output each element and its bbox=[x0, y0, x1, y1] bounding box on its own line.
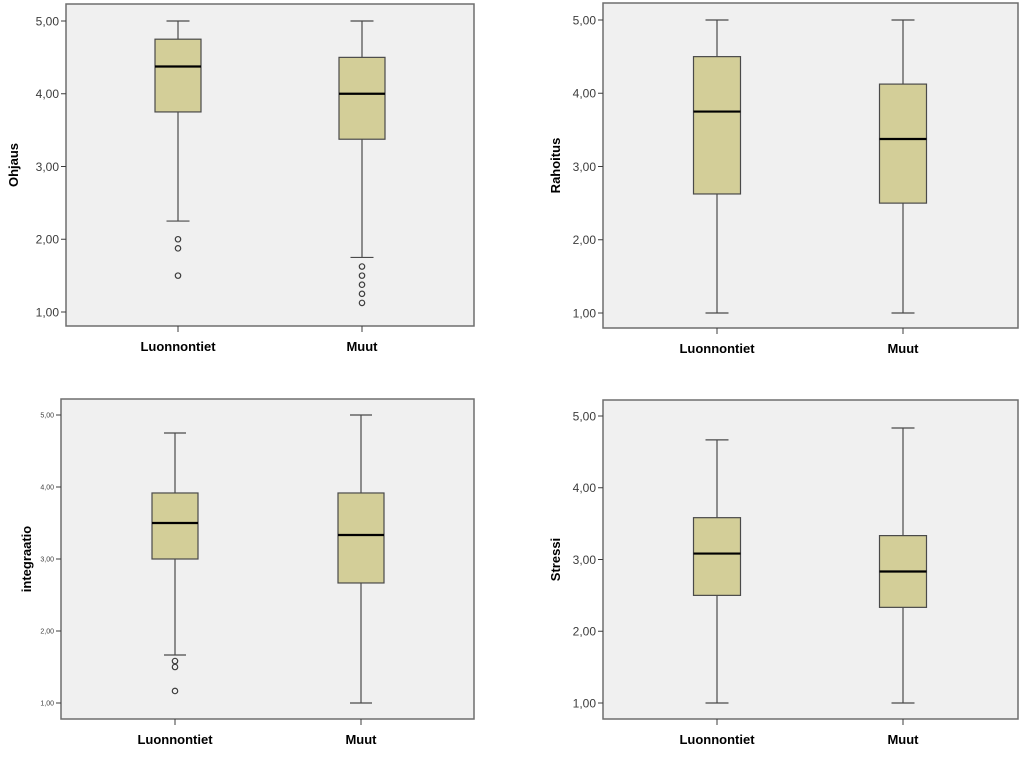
y-tick-label: 4,00 bbox=[573, 87, 597, 101]
x-tick-label: Luonnontiet bbox=[679, 732, 755, 747]
plot-area bbox=[602, 2, 1019, 329]
plot-area bbox=[65, 3, 475, 327]
y-tick-label: 1,00 bbox=[36, 305, 60, 319]
box-muut: Muut bbox=[878, 19, 928, 356]
iqr-box bbox=[692, 56, 742, 195]
y-tick-label: 3,00 bbox=[40, 557, 54, 564]
y-tick-label: 4,00 bbox=[40, 485, 54, 492]
boxplot-rahoitus: 1,00 2,00 3,00 4,00 5,00 Rahoitus Luonnontiet M… bbox=[548, 2, 1019, 356]
y-axis-label: Rahoitus bbox=[548, 138, 563, 194]
boxplot-integraatio: 1,00 2,00 3,00 4,00 5,00 integraatio Luonnonti… bbox=[19, 398, 475, 747]
iqr-box bbox=[878, 83, 928, 204]
outlier-point bbox=[174, 235, 182, 243]
x-tick-label: Luonnontiet bbox=[140, 339, 216, 354]
y-tick-label: 5,00 bbox=[573, 409, 597, 423]
y-tick-label: 3,00 bbox=[573, 160, 597, 174]
boxplot-stressi: 1,00 2,00 3,00 4,00 5,00 Stressi Luonnontiet Mu… bbox=[548, 399, 1019, 747]
x-tick-label: Muut bbox=[887, 341, 919, 356]
box-luonnontiet: Luonnontiet bbox=[137, 432, 213, 747]
y-tick-label: 4,00 bbox=[573, 481, 597, 495]
y-tick-label: 5,00 bbox=[36, 14, 60, 28]
x-tick-label: Muut bbox=[345, 732, 377, 747]
outlier-point bbox=[358, 299, 366, 307]
box-luonnontiet: Luonnontiet bbox=[679, 19, 755, 356]
outlier-point bbox=[358, 290, 366, 298]
y-axis-label: Ohjaus bbox=[6, 143, 21, 187]
box-muut: Muut bbox=[878, 427, 928, 747]
outlier-point bbox=[174, 245, 182, 252]
box-luonnontiet: Luonnontiet bbox=[140, 20, 216, 354]
boxplot-ohjaus: 1,00 2,00 3,00 4,00 5,00 Ohjaus Luonnontiet Muu… bbox=[6, 3, 475, 354]
iqr-box bbox=[337, 492, 385, 584]
outlier-point bbox=[358, 272, 366, 279]
box-muut: Muut bbox=[337, 414, 385, 747]
y-tick-label: 2,00 bbox=[573, 625, 597, 639]
plot-area bbox=[602, 399, 1019, 720]
iqr-box bbox=[154, 38, 202, 113]
plot-area bbox=[60, 398, 475, 720]
y-tick-label: 3,00 bbox=[573, 553, 597, 567]
outlier-point bbox=[171, 663, 179, 671]
y-tick-label: 2,00 bbox=[40, 629, 54, 636]
y-tick-label: 2,00 bbox=[36, 233, 60, 247]
iqr-box bbox=[692, 517, 742, 596]
iqr-box bbox=[151, 492, 199, 560]
iqr-box bbox=[338, 56, 386, 140]
outlier-point bbox=[171, 687, 179, 695]
y-tick-label: 4,00 bbox=[36, 87, 60, 101]
outlier-point bbox=[358, 281, 366, 289]
y-axis-label: integraatio bbox=[19, 526, 34, 593]
x-tick-label: Muut bbox=[887, 732, 919, 747]
y-tick-label: 1,00 bbox=[40, 701, 54, 708]
y-tick-label: 3,00 bbox=[36, 160, 60, 174]
y-tick-label: 2,00 bbox=[573, 233, 597, 247]
y-tick-label: 5,00 bbox=[573, 13, 597, 27]
x-tick-label: Muut bbox=[346, 339, 378, 354]
y-tick-label: 1,00 bbox=[573, 696, 597, 710]
outlier-point bbox=[358, 263, 366, 270]
x-tick-label: Luonnontiet bbox=[679, 341, 755, 356]
box-muut: Muut bbox=[338, 20, 386, 354]
x-tick-label: Luonnontiet bbox=[137, 732, 213, 747]
box-luonnontiet: Luonnontiet bbox=[679, 439, 755, 747]
y-tick-label: 5,00 bbox=[40, 413, 54, 420]
outlier-point bbox=[174, 272, 182, 279]
y-tick-label: 1,00 bbox=[573, 306, 597, 320]
y-axis-label: Stressi bbox=[548, 538, 563, 581]
